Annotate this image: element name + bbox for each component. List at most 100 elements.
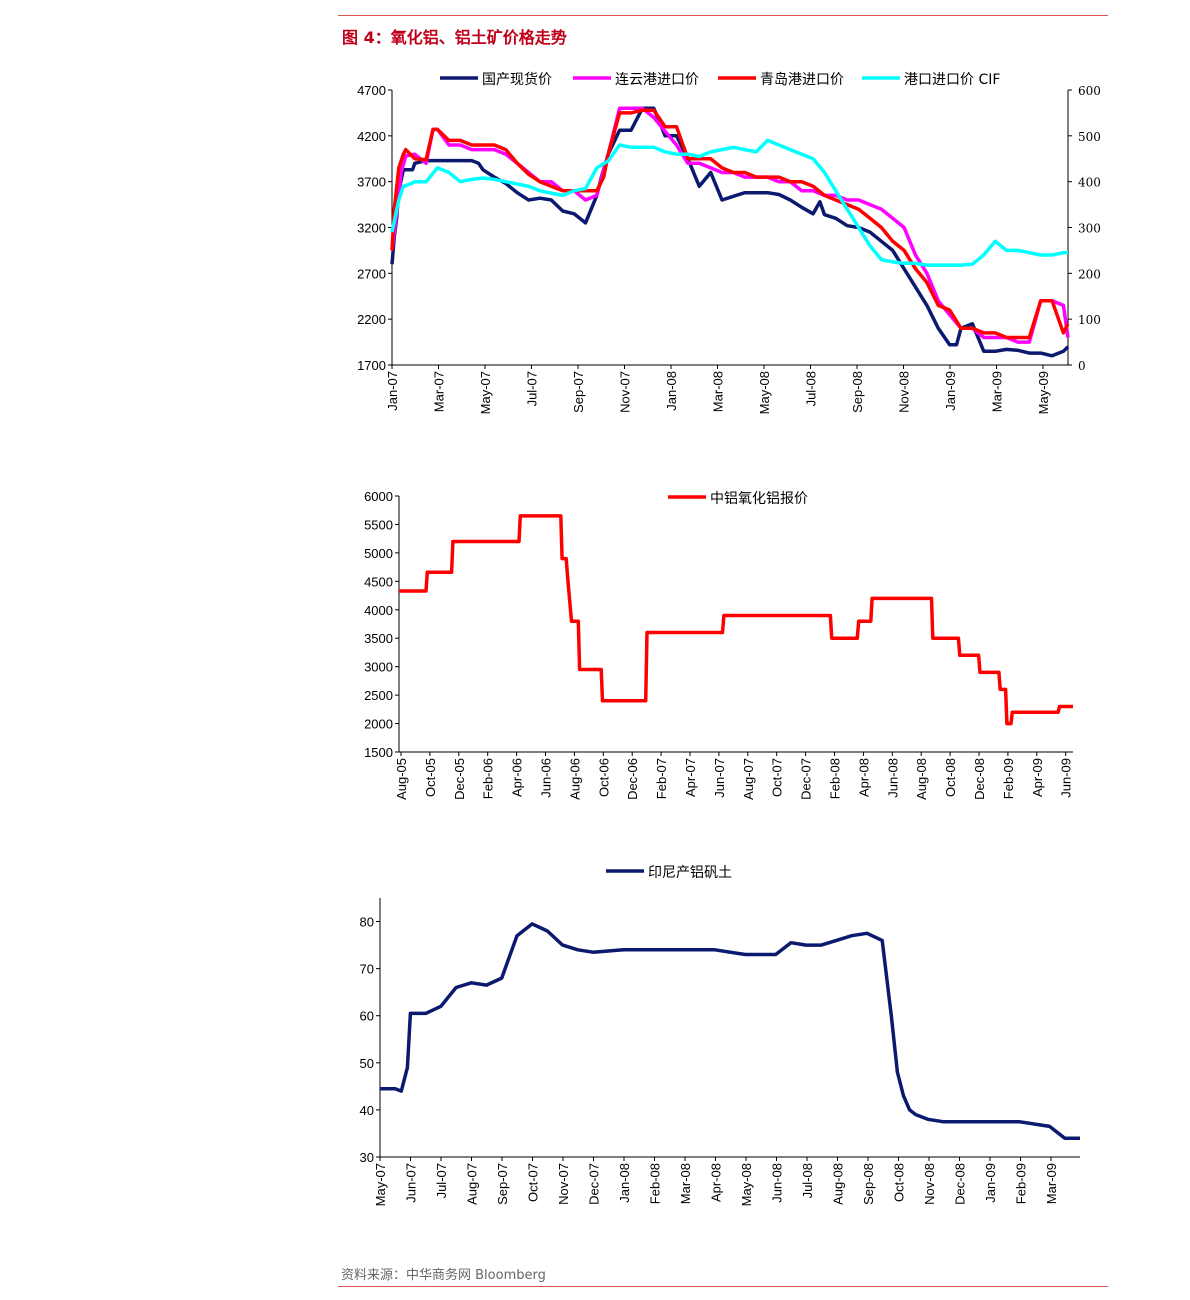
x-tick-label: Mar-09 — [990, 371, 1005, 412]
y-tick-label: 3000 — [364, 660, 393, 675]
x-tick-label: May-08 — [757, 371, 772, 414]
x-tick-label: Dec-06 — [625, 758, 640, 800]
x-tick-label: Sep-08 — [850, 371, 865, 413]
y-tick-label: 6000 — [364, 489, 393, 504]
x-tick-label: Oct-08 — [943, 758, 958, 797]
x-tick-label: Dec-08 — [972, 758, 987, 800]
y-tick-label: 40 — [360, 1103, 374, 1118]
x-tick-label: Oct-06 — [596, 758, 611, 797]
x-tick-label: Aug-05 — [394, 758, 409, 800]
x-tick-label: Dec-05 — [452, 758, 467, 800]
x-tick-label: Oct-05 — [423, 758, 438, 797]
x-tick-label: Jul-07 — [525, 371, 540, 406]
x-tick-label: Oct-07 — [770, 758, 785, 797]
y-tick-label: 4200 — [357, 129, 386, 144]
y2-tick-label: 200 — [1078, 267, 1101, 281]
x-tick-label: Dec-07 — [799, 758, 814, 800]
y-tick-label: 2000 — [364, 717, 393, 732]
x-tick-label: Nov-07 — [556, 1163, 571, 1205]
legend-label: 港口进口价 CIF — [904, 72, 1000, 88]
x-tick-label: May-07 — [373, 1163, 388, 1206]
top-rule — [338, 15, 1108, 16]
y-tick-label: 5500 — [364, 517, 393, 532]
series-line-0 — [399, 514, 1073, 726]
x-tick-label: Dec-08 — [953, 1163, 968, 1205]
x-tick-label: Apr-08 — [709, 1163, 724, 1202]
y-tick-label: 4500 — [364, 574, 393, 589]
x-tick-label: Mar-07 — [432, 371, 447, 412]
y-tick-label: 4000 — [364, 603, 393, 618]
x-tick-label: Jul-08 — [804, 371, 819, 406]
x-tick-label: Sep-07 — [495, 1163, 510, 1205]
legend-label: 印尼产铝矾土 — [648, 865, 732, 881]
series-line-0 — [380, 922, 1080, 1140]
figure-title: 图 4：氧化铝、铝土矿价格走势 — [342, 28, 567, 47]
x-tick-label: Feb-09 — [1001, 758, 1016, 799]
x-tick-label: May-09 — [1036, 371, 1051, 414]
x-tick-label: Mar-09 — [1044, 1163, 1059, 1204]
y-tick-label: 5000 — [364, 546, 393, 561]
x-tick-label: Sep-07 — [571, 371, 586, 413]
x-tick-label: Feb-06 — [481, 758, 496, 799]
y-tick-label: 3700 — [357, 175, 386, 190]
y-tick-label: 2500 — [364, 688, 393, 703]
y-tick-label: 50 — [360, 1056, 374, 1071]
x-tick-label: May-08 — [739, 1163, 754, 1206]
legend-label: 国产现货价 — [482, 71, 552, 88]
x-tick-label: Aug-07 — [741, 758, 756, 800]
y-tick-label: 2200 — [357, 312, 386, 327]
series-line-3 — [390, 138, 1068, 267]
legend-label: 连云港进口价 — [615, 72, 699, 88]
x-tick-label: Dec-07 — [587, 1163, 602, 1205]
series-line-2 — [390, 108, 1070, 340]
x-tick-label: Jul-08 — [800, 1163, 815, 1198]
x-tick-label: Jun-07 — [712, 758, 727, 798]
x-tick-label: Nov-08 — [922, 1163, 937, 1205]
x-tick-label: Jan-08 — [664, 371, 679, 411]
chart-alumina-bauxite-prices: 4700 4200 3700 3200 2700 2200 1700 600 500 400 300… — [357, 71, 1101, 414]
x-tick-label: Jan-08 — [617, 1163, 632, 1203]
x-tick-label: Jan-07 — [385, 371, 400, 411]
y-tick-label: 80 — [360, 915, 374, 930]
y-tick-label: 3200 — [357, 221, 386, 236]
x-tick-label: Jun-08 — [885, 758, 900, 798]
x-tick-label: Apr-08 — [856, 758, 871, 797]
x-tick-label: Aug-06 — [567, 758, 582, 800]
x-tick-label: Jul-07 — [434, 1163, 449, 1198]
y-tick-label: 1700 — [357, 358, 386, 373]
x-tick-label: Jan-09 — [943, 371, 958, 411]
y-tick-label: 4700 — [357, 83, 386, 98]
y-tick-label: 1500 — [364, 745, 393, 760]
x-tick-label: Oct-08 — [892, 1163, 907, 1202]
x-tick-label: Jun-06 — [539, 758, 554, 798]
y-tick-label: 2700 — [357, 266, 386, 281]
y-tick-label: 3500 — [364, 631, 393, 646]
x-tick-label: Mar-08 — [678, 1163, 693, 1204]
bottom-rule — [338, 1286, 1108, 1287]
y2-tick-label: 600 — [1078, 84, 1101, 98]
x-tick-label: Feb-08 — [828, 758, 843, 799]
x-tick-label: Jun-09 — [1059, 758, 1074, 798]
y2-tick-label: 300 — [1078, 222, 1101, 236]
y-tick-label: 30 — [360, 1150, 374, 1165]
x-tick-label: Apr-07 — [683, 758, 698, 797]
y-tick-label: 70 — [360, 962, 374, 977]
y2-tick-label: 0 — [1078, 359, 1086, 373]
x-tick-label: Apr-06 — [510, 758, 525, 797]
chart-chalco-alumina-quote: 6000 5500 5000 4500 4000 3500 3000 2500 2000 1500… — [364, 489, 1074, 800]
y-tick-label: 60 — [360, 1009, 374, 1024]
x-tick-label: Jun-08 — [770, 1163, 785, 1203]
x-tick-label: Feb-08 — [648, 1163, 663, 1204]
y2-tick-label: 400 — [1078, 176, 1101, 190]
y2-tick-label: 100 — [1078, 313, 1101, 327]
x-tick-label: Oct-07 — [526, 1163, 541, 1202]
series-line-0 — [390, 106, 1070, 358]
y2-tick-label: 500 — [1078, 130, 1101, 144]
x-tick-label: Aug-08 — [914, 758, 929, 800]
x-tick-label: Feb-09 — [1014, 1163, 1029, 1204]
x-tick-label: Nov-08 — [897, 371, 912, 413]
legend-label: 青岛港进口价 — [760, 72, 844, 88]
x-tick-label: Jan-09 — [983, 1163, 998, 1203]
x-tick-label: May-07 — [478, 371, 493, 414]
